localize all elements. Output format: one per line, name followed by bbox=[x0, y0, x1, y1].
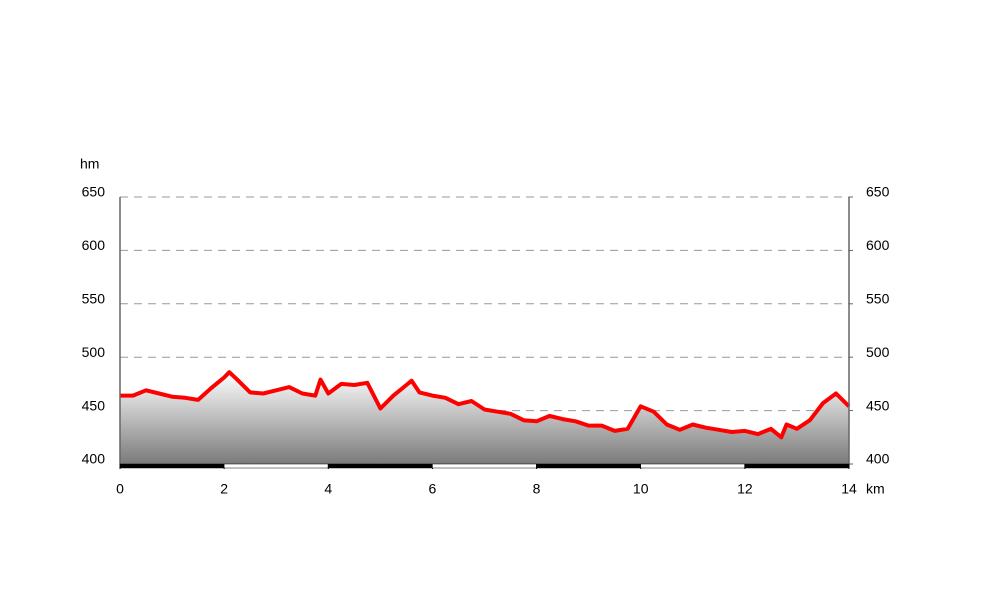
y2-tick-label: 400 bbox=[866, 451, 890, 467]
scale-bar-segment bbox=[536, 463, 641, 469]
x-tick-label: 4 bbox=[324, 481, 332, 497]
y-tick-label: 600 bbox=[82, 237, 106, 253]
scale-bar-segment bbox=[223, 463, 329, 469]
y2-tick-label: 550 bbox=[866, 291, 890, 307]
x-tick-label: 12 bbox=[737, 481, 753, 497]
y-tick-label: 500 bbox=[82, 344, 106, 360]
x-tick-label: 14 bbox=[841, 481, 857, 497]
x-tick-label: 0 bbox=[116, 481, 124, 497]
y-tick-label: 400 bbox=[82, 451, 106, 467]
x-tick-label: 8 bbox=[533, 481, 541, 497]
scale-bar-segment bbox=[640, 463, 746, 469]
y-axis-label: hm bbox=[80, 156, 99, 172]
scale-bar-segment bbox=[432, 463, 537, 469]
scale-bar-segment bbox=[119, 463, 225, 469]
scale-bar-segment bbox=[744, 463, 850, 469]
x-tick-label: 10 bbox=[633, 481, 649, 497]
y-tick-label: 550 bbox=[82, 291, 106, 307]
y-tick-label: 450 bbox=[82, 397, 106, 413]
y2-tick-label: 500 bbox=[866, 344, 890, 360]
x-axis-label: km bbox=[866, 481, 885, 497]
x-tick-label: 2 bbox=[220, 481, 228, 497]
y2-tick-label: 650 bbox=[866, 184, 890, 200]
scale-bar-segment bbox=[328, 463, 433, 469]
area bbox=[120, 372, 849, 464]
y2-tick-label: 450 bbox=[866, 397, 890, 413]
line bbox=[120, 370, 851, 440]
y-tick-label: 650 bbox=[82, 184, 106, 200]
x-tick-label: 6 bbox=[429, 481, 437, 497]
y2-tick-label: 600 bbox=[866, 237, 890, 253]
